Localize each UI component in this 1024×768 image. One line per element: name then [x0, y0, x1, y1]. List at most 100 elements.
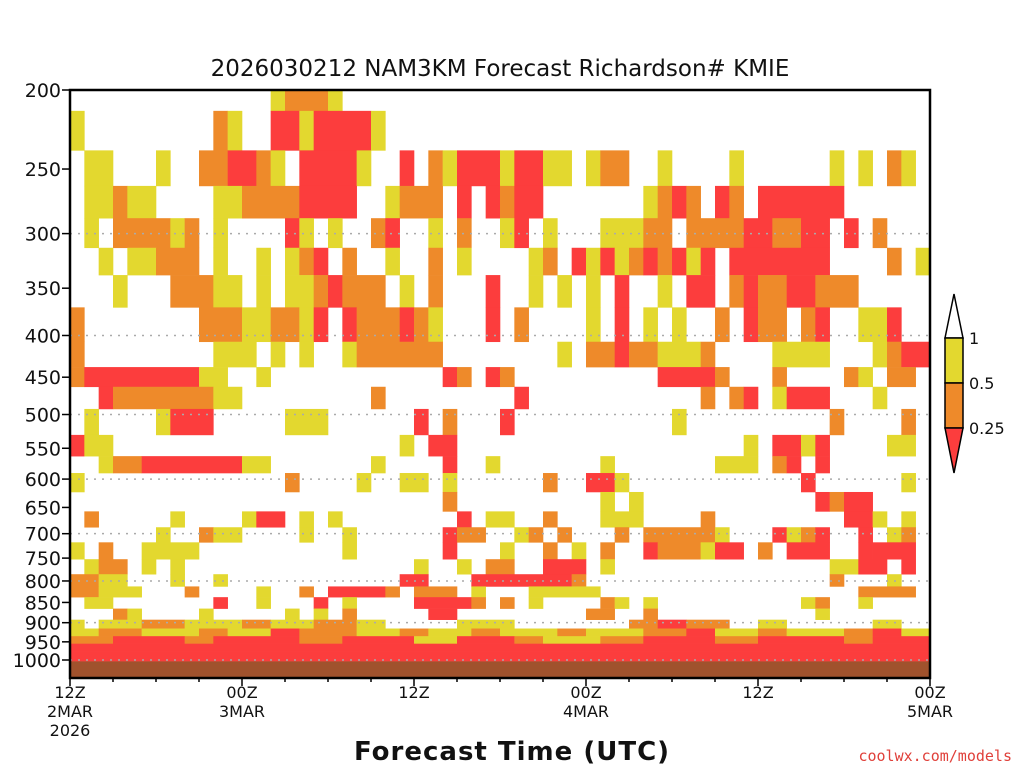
heatmap-cell: [715, 367, 730, 388]
heatmap-cell: [98, 574, 128, 587]
heatmap-cell: [285, 275, 314, 308]
heatmap-cell: [700, 247, 716, 276]
heatmap-cell: [199, 367, 228, 388]
heatmap-cell: [471, 586, 486, 598]
heatmap-cell: [70, 636, 114, 644]
heatmap-cell: [385, 218, 400, 249]
heatmap-cell: [342, 527, 357, 543]
heatmap-cell: [199, 527, 214, 543]
heatmap-cell: [643, 542, 658, 560]
heatmap-cell: [485, 185, 501, 219]
heatmap-cell: [786, 386, 830, 410]
heatmap-cell: [84, 408, 99, 436]
heatmap-cell: [643, 628, 687, 637]
heatmap-cell: [629, 341, 658, 368]
heatmap-cell: [70, 542, 85, 560]
x-tick-label: 12Z: [742, 683, 773, 702]
heatmap-cell: [614, 341, 630, 368]
heatmap-cell: [428, 608, 458, 620]
heatmap-cell: [772, 386, 787, 410]
heatmap-cell: [614, 527, 630, 543]
heatmap-cell: [113, 386, 214, 410]
heatmap-cell: [729, 185, 744, 219]
heatmap-cell: [557, 341, 572, 368]
heatmap-cell: [299, 511, 314, 528]
heatmap-cell: [700, 542, 716, 560]
heatmap-cell: [528, 275, 544, 308]
legend-swatch-orange: [944, 382, 964, 429]
heatmap-cell: [514, 636, 544, 644]
heatmap-cell: [887, 434, 916, 457]
heatmap-cell: [98, 247, 114, 276]
heatmap-cell: [887, 527, 902, 543]
plot-frame: [68, 88, 932, 680]
heatmap-cell: [70, 341, 85, 368]
heatmap-cell: [98, 559, 128, 575]
heatmap-cell: [299, 586, 314, 598]
heatmap-cell: [829, 559, 859, 575]
heatmap-cell: [586, 473, 615, 493]
heatmap-cell: [442, 542, 458, 560]
heatmap-cell: [844, 218, 859, 249]
heatmap-cell: [887, 367, 916, 388]
heatmap-cell: [98, 586, 142, 598]
heatmap-cell: [772, 367, 787, 388]
heatmap-cell: [285, 608, 300, 620]
heatmap-cell: [156, 247, 200, 276]
heatmap-cell: [299, 636, 343, 644]
heatmap-cell: [543, 636, 601, 644]
heatmap-cell: [887, 150, 902, 187]
heatmap-cell: [514, 386, 529, 410]
heatmap-cell: [514, 185, 544, 219]
heatmap-cell: [872, 619, 902, 629]
heatmap-cell: [758, 542, 773, 560]
heatmap-cell: [98, 386, 114, 410]
heatmap-cell: [500, 367, 515, 388]
heatmap-cell: [70, 367, 85, 388]
heatmap-cell: [901, 559, 916, 575]
heatmap-cell: [313, 597, 329, 609]
heatmap-cell: [657, 275, 673, 308]
heatmap-cell: [84, 434, 114, 457]
heatmap-cell: [299, 341, 314, 368]
heatmap-cell: [270, 150, 286, 187]
heatmap-cell: [141, 559, 157, 575]
credit-link[interactable]: coolwx.com/models: [858, 747, 1012, 765]
heatmap-cell: [457, 527, 486, 543]
heatmap-cell: [528, 527, 544, 543]
heatmap-cell: [786, 275, 816, 308]
heatmap-cell: [571, 574, 587, 587]
heatmap-cell: [270, 307, 300, 343]
heatmap-cell: [500, 218, 515, 249]
heatmap-cell: [543, 586, 601, 598]
y-tick-label: 800: [25, 571, 61, 593]
heatmap-cell: [715, 185, 730, 219]
heatmap-cell: [858, 542, 873, 560]
heatmap-cell: [313, 110, 372, 151]
heatmap-cell: [127, 185, 157, 219]
heatmap-cell: [414, 636, 458, 644]
heatmap-cell: [801, 307, 816, 343]
heatmap-cell: [242, 307, 271, 343]
heatmap-cell: [858, 586, 916, 598]
heatmap-cell: [657, 367, 716, 388]
heatmap-cell: [70, 434, 85, 457]
heatmap-cell: [457, 367, 472, 388]
heatmap-cell: [328, 586, 386, 598]
heatmap-cell: [127, 608, 142, 620]
heatmap-cell: [586, 247, 601, 276]
heatmap-cell: [614, 307, 630, 343]
heatmap-cell: [342, 636, 415, 644]
color-legend: 1 0.5 0.25: [944, 293, 1005, 474]
y-tick-label: 850: [25, 592, 61, 614]
heatmap-cell: [141, 619, 185, 629]
heatmap-cell: [858, 307, 888, 343]
x-tick-label: 12Z: [398, 683, 429, 702]
y-axis: 200 250 300 350 400 450 500 550 600 650 7007508008…: [13, 80, 70, 672]
heatmap-cell: [170, 218, 185, 249]
heatmap-cell: [700, 511, 716, 528]
heatmap-cell: [715, 636, 759, 644]
heatmap-cell: [514, 307, 529, 343]
heatmap-cell: [614, 247, 630, 276]
heatmap-cell: [442, 150, 458, 187]
